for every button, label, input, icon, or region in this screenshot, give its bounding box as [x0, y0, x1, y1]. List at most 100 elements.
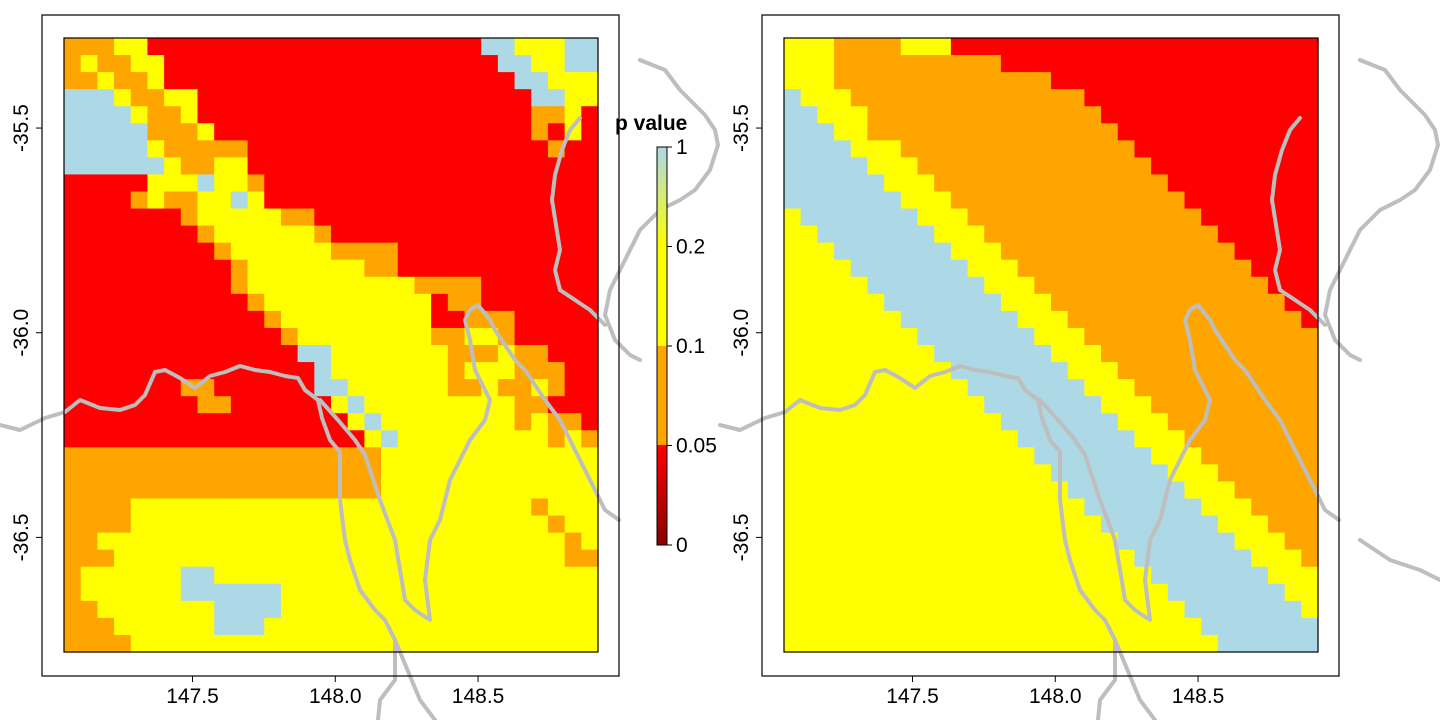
raster-cell [1117, 55, 1136, 73]
raster-cell [314, 327, 332, 346]
raster-cell [64, 55, 82, 73]
raster-cell [1117, 634, 1136, 653]
raster-cell [80, 225, 98, 244]
raster-cell [464, 174, 482, 193]
raster-cell [1017, 55, 1035, 73]
raster-cell [214, 208, 232, 227]
raster-cell [564, 38, 582, 56]
raster-cell [917, 430, 935, 448]
raster-cell [447, 498, 466, 517]
raster-cell [514, 293, 532, 312]
raster-cell [900, 617, 919, 636]
raster-cell [1134, 208, 1152, 227]
raster-cell [130, 532, 149, 551]
raster-cell [297, 549, 315, 568]
raster-cell [431, 327, 449, 346]
raster-cell [1267, 481, 1286, 500]
raster-cell [950, 293, 969, 312]
raster-cell [1151, 634, 1169, 653]
raster-cell [1000, 549, 1019, 568]
raster-cell [247, 191, 265, 210]
raster-cell [514, 617, 532, 636]
raster-cell [950, 464, 969, 483]
raster-cell [850, 242, 869, 261]
raster-cell [967, 634, 985, 653]
boundary-line [1270, 116, 1327, 327]
raster-cell [834, 617, 852, 636]
raster-cell [900, 174, 919, 193]
raster-cell [1201, 208, 1219, 227]
raster-cell [514, 396, 532, 414]
raster-cell [197, 447, 215, 465]
raster-cell [564, 89, 582, 107]
raster-cell [1284, 379, 1302, 397]
map-panel-left: 147.5 148.0 148.5-35.5-36.0-36.5 [0, 14, 720, 720]
raster-cell [164, 55, 182, 73]
raster-cell [817, 464, 835, 483]
raster-cell [784, 430, 802, 448]
raster-cell [581, 430, 599, 448]
raster-cell [130, 481, 149, 500]
raster-cell [934, 174, 952, 193]
raster-cell [397, 549, 416, 568]
raster-cell [1017, 72, 1035, 90]
raster-cell [1101, 55, 1119, 73]
raster-cell [1051, 242, 1069, 261]
raster-cell [80, 140, 98, 158]
raster-cell [531, 174, 549, 193]
raster-cell [497, 447, 516, 465]
raster-cell [547, 430, 566, 448]
raster-cell [984, 327, 1002, 346]
boundary-line [1323, 58, 1440, 362]
raster-cell [564, 583, 582, 602]
raster-cell [817, 447, 835, 465]
raster-cell [464, 583, 482, 602]
raster-cell [917, 157, 935, 176]
raster-cell [97, 566, 115, 585]
raster-cell [347, 242, 365, 261]
raster-cell [1000, 583, 1019, 602]
raster-cell [1217, 634, 1236, 653]
raster-cell [800, 191, 818, 210]
raster-cell [197, 464, 215, 483]
raster-cell [130, 327, 149, 346]
raster-cell [867, 447, 885, 465]
raster-cell [1234, 208, 1252, 227]
raster-cell [397, 72, 416, 90]
raster-cell [114, 157, 132, 176]
raster-cell [347, 174, 365, 193]
x-axis-tick-label: 147.5 [886, 685, 939, 708]
raster-cell [264, 140, 282, 158]
raster-cell [447, 362, 466, 380]
raster-cell [1084, 259, 1102, 278]
raster-cell [314, 72, 332, 90]
raster-cell [381, 379, 399, 397]
raster-cell [934, 600, 952, 619]
raster-cell [1000, 498, 1019, 517]
raster-cell [114, 566, 132, 585]
raster-cell [1101, 430, 1119, 448]
raster-cell [1234, 430, 1252, 448]
raster-cell [481, 140, 499, 158]
raster-cell [1034, 549, 1052, 568]
raster-cell [64, 481, 82, 500]
raster-cell [850, 310, 869, 329]
raster-cell [114, 447, 132, 465]
raster-cell [80, 259, 98, 278]
raster-cell [280, 327, 299, 346]
raster-cell [1117, 617, 1136, 636]
raster-cell [884, 566, 902, 585]
raster-cell [1267, 464, 1286, 483]
raster-cell [800, 345, 818, 363]
raster-cell [917, 481, 935, 500]
raster-cell [64, 566, 82, 585]
raster-cell [1051, 55, 1069, 73]
raster-cell [564, 464, 582, 483]
raster-cell [1000, 276, 1019, 295]
raster-cell [1017, 566, 1035, 585]
raster-cell [834, 413, 852, 431]
raster-cell [364, 430, 382, 448]
raster-cell [1184, 140, 1202, 158]
raster-cell [784, 617, 802, 636]
raster-cell [214, 276, 232, 295]
